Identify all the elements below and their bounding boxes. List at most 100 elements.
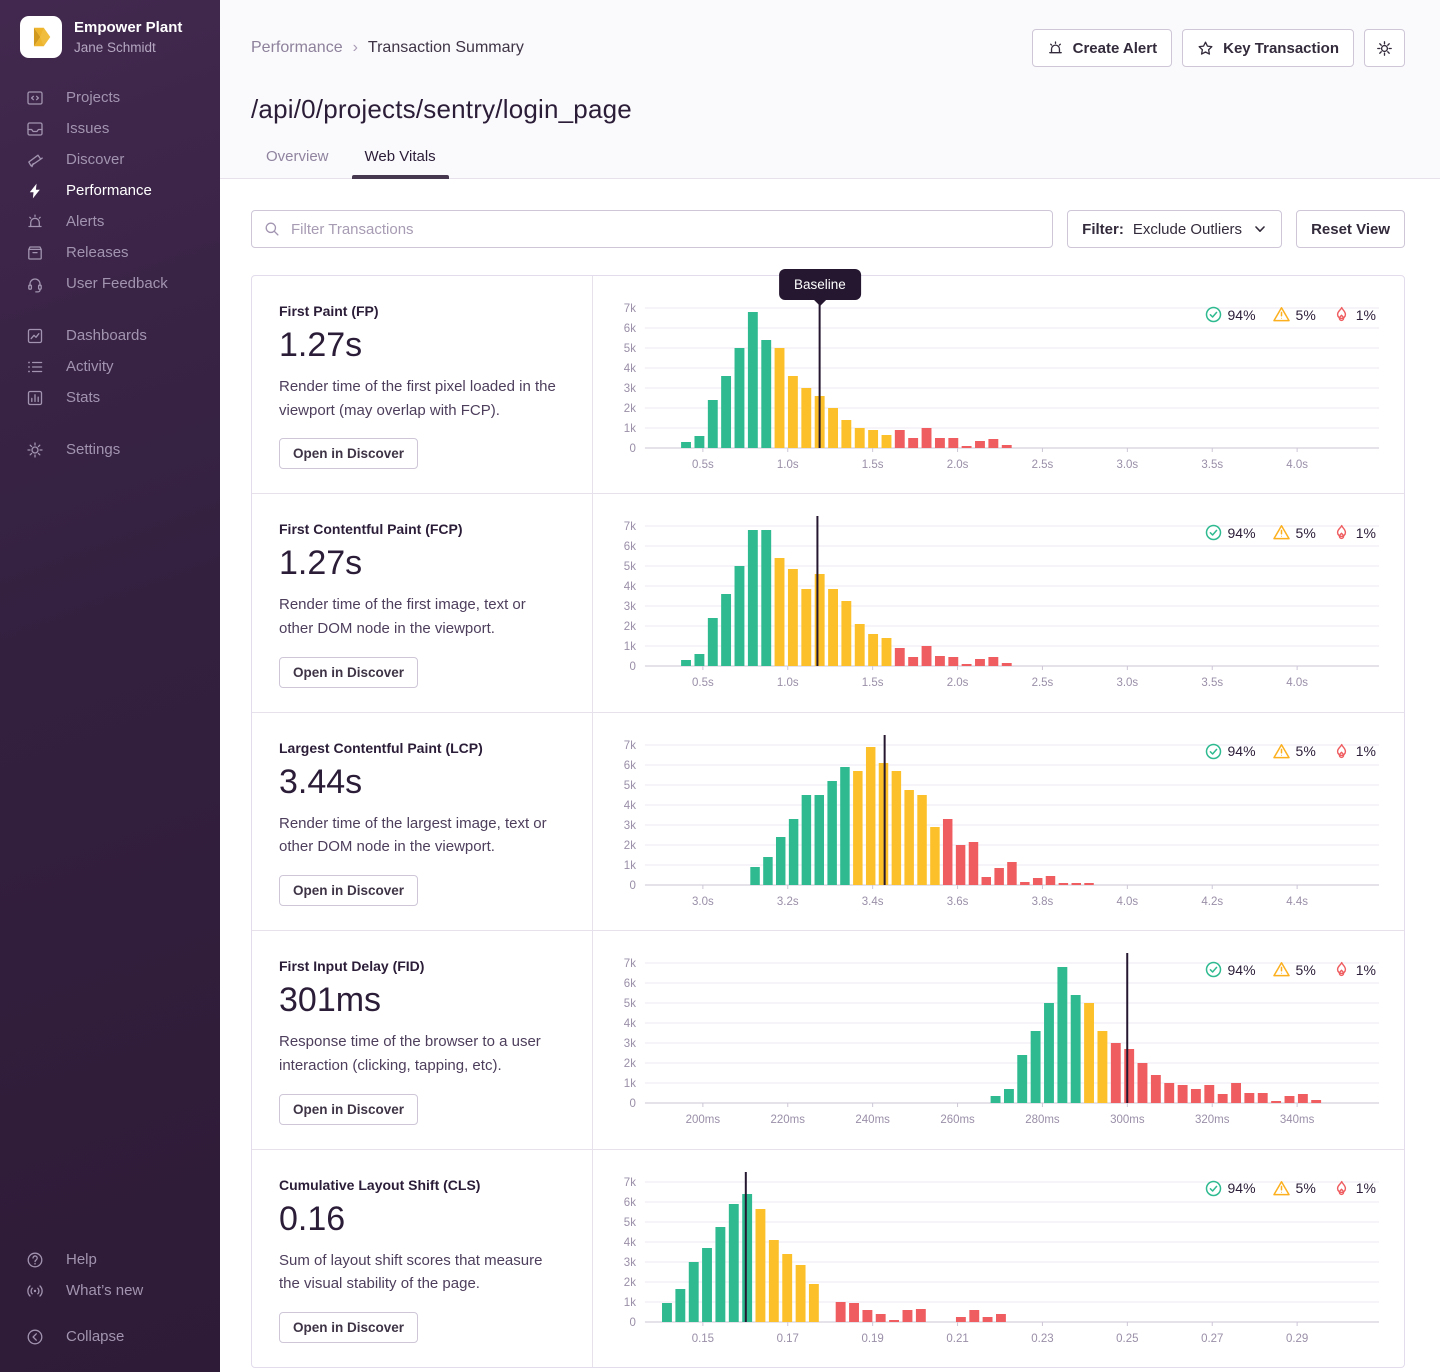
sidebar-item-user-feedback[interactable]: User Feedback [0, 268, 220, 299]
open-in-discover-button[interactable]: Open in Discover [279, 656, 419, 688]
org-text: Empower Plant Jane Schmidt [74, 19, 182, 55]
sidebar-nav-primary: Projects Issues Discover Performance Alerts R… [0, 82, 220, 299]
svg-text:0: 0 [630, 1316, 636, 1328]
svg-text:5k: 5k [624, 780, 636, 792]
vital-chart-cls[interactable]: 0 1k 2k 3k 4k 5k 6k 7k 0.15 0.17 0.19 0.21 0.23 0.25 0… [593, 1150, 1404, 1367]
sidebar-item-label: Dashboards [66, 327, 147, 344]
vital-chart-fp[interactable]: 0 1k 2k 3k 4k 5k 6k 7k 0.5s 1.0s 1.5s 2.0s 2.5s 3.0s 3… [593, 269, 1404, 493]
svg-text:1k: 1k [624, 860, 636, 872]
filter-dropdown-value: Exclude Outliers [1132, 220, 1243, 238]
svg-text:0: 0 [630, 880, 636, 892]
filter-dropdown[interactable]: Filter: Exclude Outliers [1067, 210, 1283, 248]
filter-dropdown-label: Filter: [1082, 220, 1124, 238]
warning-triangle-icon [1272, 1180, 1290, 1197]
vital-chart-lcp[interactable]: 0 1k 2k 3k 4k 5k 6k 7k 3.0s 3.2s 3.4s 3.6s 3.8s 4.0s 4… [593, 713, 1404, 930]
badge-poor: 1% [1333, 524, 1376, 541]
create-alert-button[interactable]: Create Alert [1031, 29, 1173, 67]
badge-value: 5% [1295, 524, 1316, 541]
toolbar: Filter: Exclude Outliers Reset View [220, 179, 1440, 275]
svg-text:4k: 4k [624, 1236, 636, 1248]
svg-text:2.5s: 2.5s [1032, 459, 1054, 471]
tab-overview[interactable]: Overview [266, 148, 329, 165]
create-alert-label: Create Alert [1072, 39, 1158, 57]
sidebar-item-activity[interactable]: Activity [0, 351, 220, 382]
sidebar-item-help[interactable]: Help [0, 1244, 220, 1275]
svg-text:0: 0 [630, 1098, 636, 1110]
sidebar-item-stats[interactable]: Stats [0, 382, 220, 413]
badge-value: 5% [1295, 743, 1316, 760]
svg-text:1k: 1k [624, 641, 636, 653]
badge-poor: 1% [1333, 961, 1376, 978]
user-feedback-icon [26, 275, 44, 293]
warning-triangle-icon [1272, 306, 1290, 323]
svg-text:2.0s: 2.0s [947, 459, 969, 471]
vital-info-fid: First Input Delay (FID) 301ms Response tim… [252, 931, 593, 1149]
badge-good: 94% [1205, 1180, 1256, 1197]
sidebar-nav-secondary: Dashboards Activity Stats [0, 320, 220, 413]
sidebar-item-collapse[interactable]: Collapse [0, 1321, 220, 1352]
badge-value: 94% [1227, 743, 1256, 760]
org-switcher[interactable]: Empower Plant Jane Schmidt [0, 16, 220, 58]
open-in-discover-button[interactable]: Open in Discover [279, 1093, 419, 1125]
vital-description: Render time of the first pixel loaded in… [279, 378, 556, 419]
svg-text:4.2s: 4.2s [1201, 896, 1223, 908]
svg-text:3.0s: 3.0s [1116, 459, 1138, 471]
svg-text:0.29: 0.29 [1286, 1332, 1308, 1344]
badge-poor: 1% [1333, 743, 1376, 760]
svg-text:0.21: 0.21 [946, 1332, 968, 1344]
badge-value: 1% [1355, 743, 1376, 760]
projects-icon [26, 89, 44, 107]
breadcrumb-performance-link[interactable]: Performance [251, 39, 343, 56]
svg-text:1.0s: 1.0s [777, 677, 799, 689]
svg-text:5k: 5k [624, 998, 636, 1010]
vital-chart-fcp[interactable]: 0 1k 2k 3k 4k 5k 6k 7k 0.5s 1.0s 1.5s 2.0s 2.5s 3.0s 3… [593, 494, 1404, 711]
badge-good: 94% [1205, 743, 1256, 760]
reset-view-button[interactable]: Reset View [1296, 210, 1405, 248]
search-icon [264, 221, 280, 237]
svg-text:1k: 1k [624, 1078, 636, 1090]
filter-transactions-input[interactable] [289, 219, 1041, 239]
vital-value: 1.27s [279, 544, 363, 583]
sidebar-item-performance[interactable]: Performance [0, 175, 220, 206]
sidebar-item-issues[interactable]: Issues [0, 113, 220, 144]
settings-button[interactable] [1364, 29, 1405, 67]
vital-chart-fid[interactable]: 0 1k 2k 3k 4k 5k 6k 7k 200ms 220ms 240ms 260ms 280ms… [593, 931, 1404, 1148]
key-transaction-button[interactable]: Key Transaction [1182, 29, 1354, 67]
search-box [251, 210, 1054, 248]
sidebar-item-whats-new[interactable]: What’s new [0, 1275, 220, 1306]
sidebar-item-label: Alerts [66, 213, 105, 230]
vital-info-cls: Cumulative Layout Shift (CLS) 0.16 Sum of … [252, 1149, 593, 1367]
open-in-discover-button[interactable]: Open in Discover [279, 1311, 419, 1343]
sidebar-nav-collapse: Collapse [0, 1321, 220, 1352]
vital-description: Render time of the first image, text or … [279, 596, 526, 638]
svg-text:340ms: 340ms [1280, 1114, 1315, 1126]
collapse-icon [26, 1328, 44, 1346]
vital-description: Response time of the browser to a user i… [279, 1033, 541, 1074]
svg-text:1.5s: 1.5s [862, 677, 884, 689]
sidebar-item-dashboards[interactable]: Dashboards [0, 320, 220, 351]
tab-web-vitals[interactable]: Web Vitals [351, 148, 449, 179]
svg-text:7k: 7k [624, 303, 636, 315]
svg-text:4.0s: 4.0s [1286, 677, 1308, 689]
badge-meh: 5% [1272, 961, 1316, 978]
org-name: Empower Plant [74, 19, 183, 37]
badge-value: 94% [1227, 1180, 1256, 1196]
open-in-discover-button[interactable]: Open in Discover [279, 875, 419, 907]
sidebar-item-discover[interactable]: Discover [0, 144, 220, 175]
svg-text:4k: 4k [624, 581, 636, 593]
check-circle-icon [1205, 743, 1222, 760]
sidebar-item-alerts[interactable]: Alerts [0, 206, 220, 237]
svg-text:280ms: 280ms [1025, 1114, 1060, 1126]
breadcrumb-current: Transaction Summary [367, 39, 524, 56]
badge-value: 94% [1227, 961, 1256, 978]
svg-text:3.0s: 3.0s [692, 896, 714, 908]
tab-bar: Overview Web Vitals [253, 148, 1440, 179]
badge-poor: 1% [1333, 1180, 1376, 1197]
open-in-discover-button[interactable]: Open in Discover [279, 438, 419, 470]
sidebar-item-releases[interactable]: Releases [0, 237, 220, 268]
svg-text:2.5s: 2.5s [1032, 677, 1054, 689]
svg-text:5k: 5k [624, 1216, 636, 1228]
sidebar-item-settings[interactable]: Settings [0, 434, 220, 465]
sidebar-item-projects[interactable]: Projects [0, 82, 220, 113]
discover-icon [26, 151, 44, 169]
